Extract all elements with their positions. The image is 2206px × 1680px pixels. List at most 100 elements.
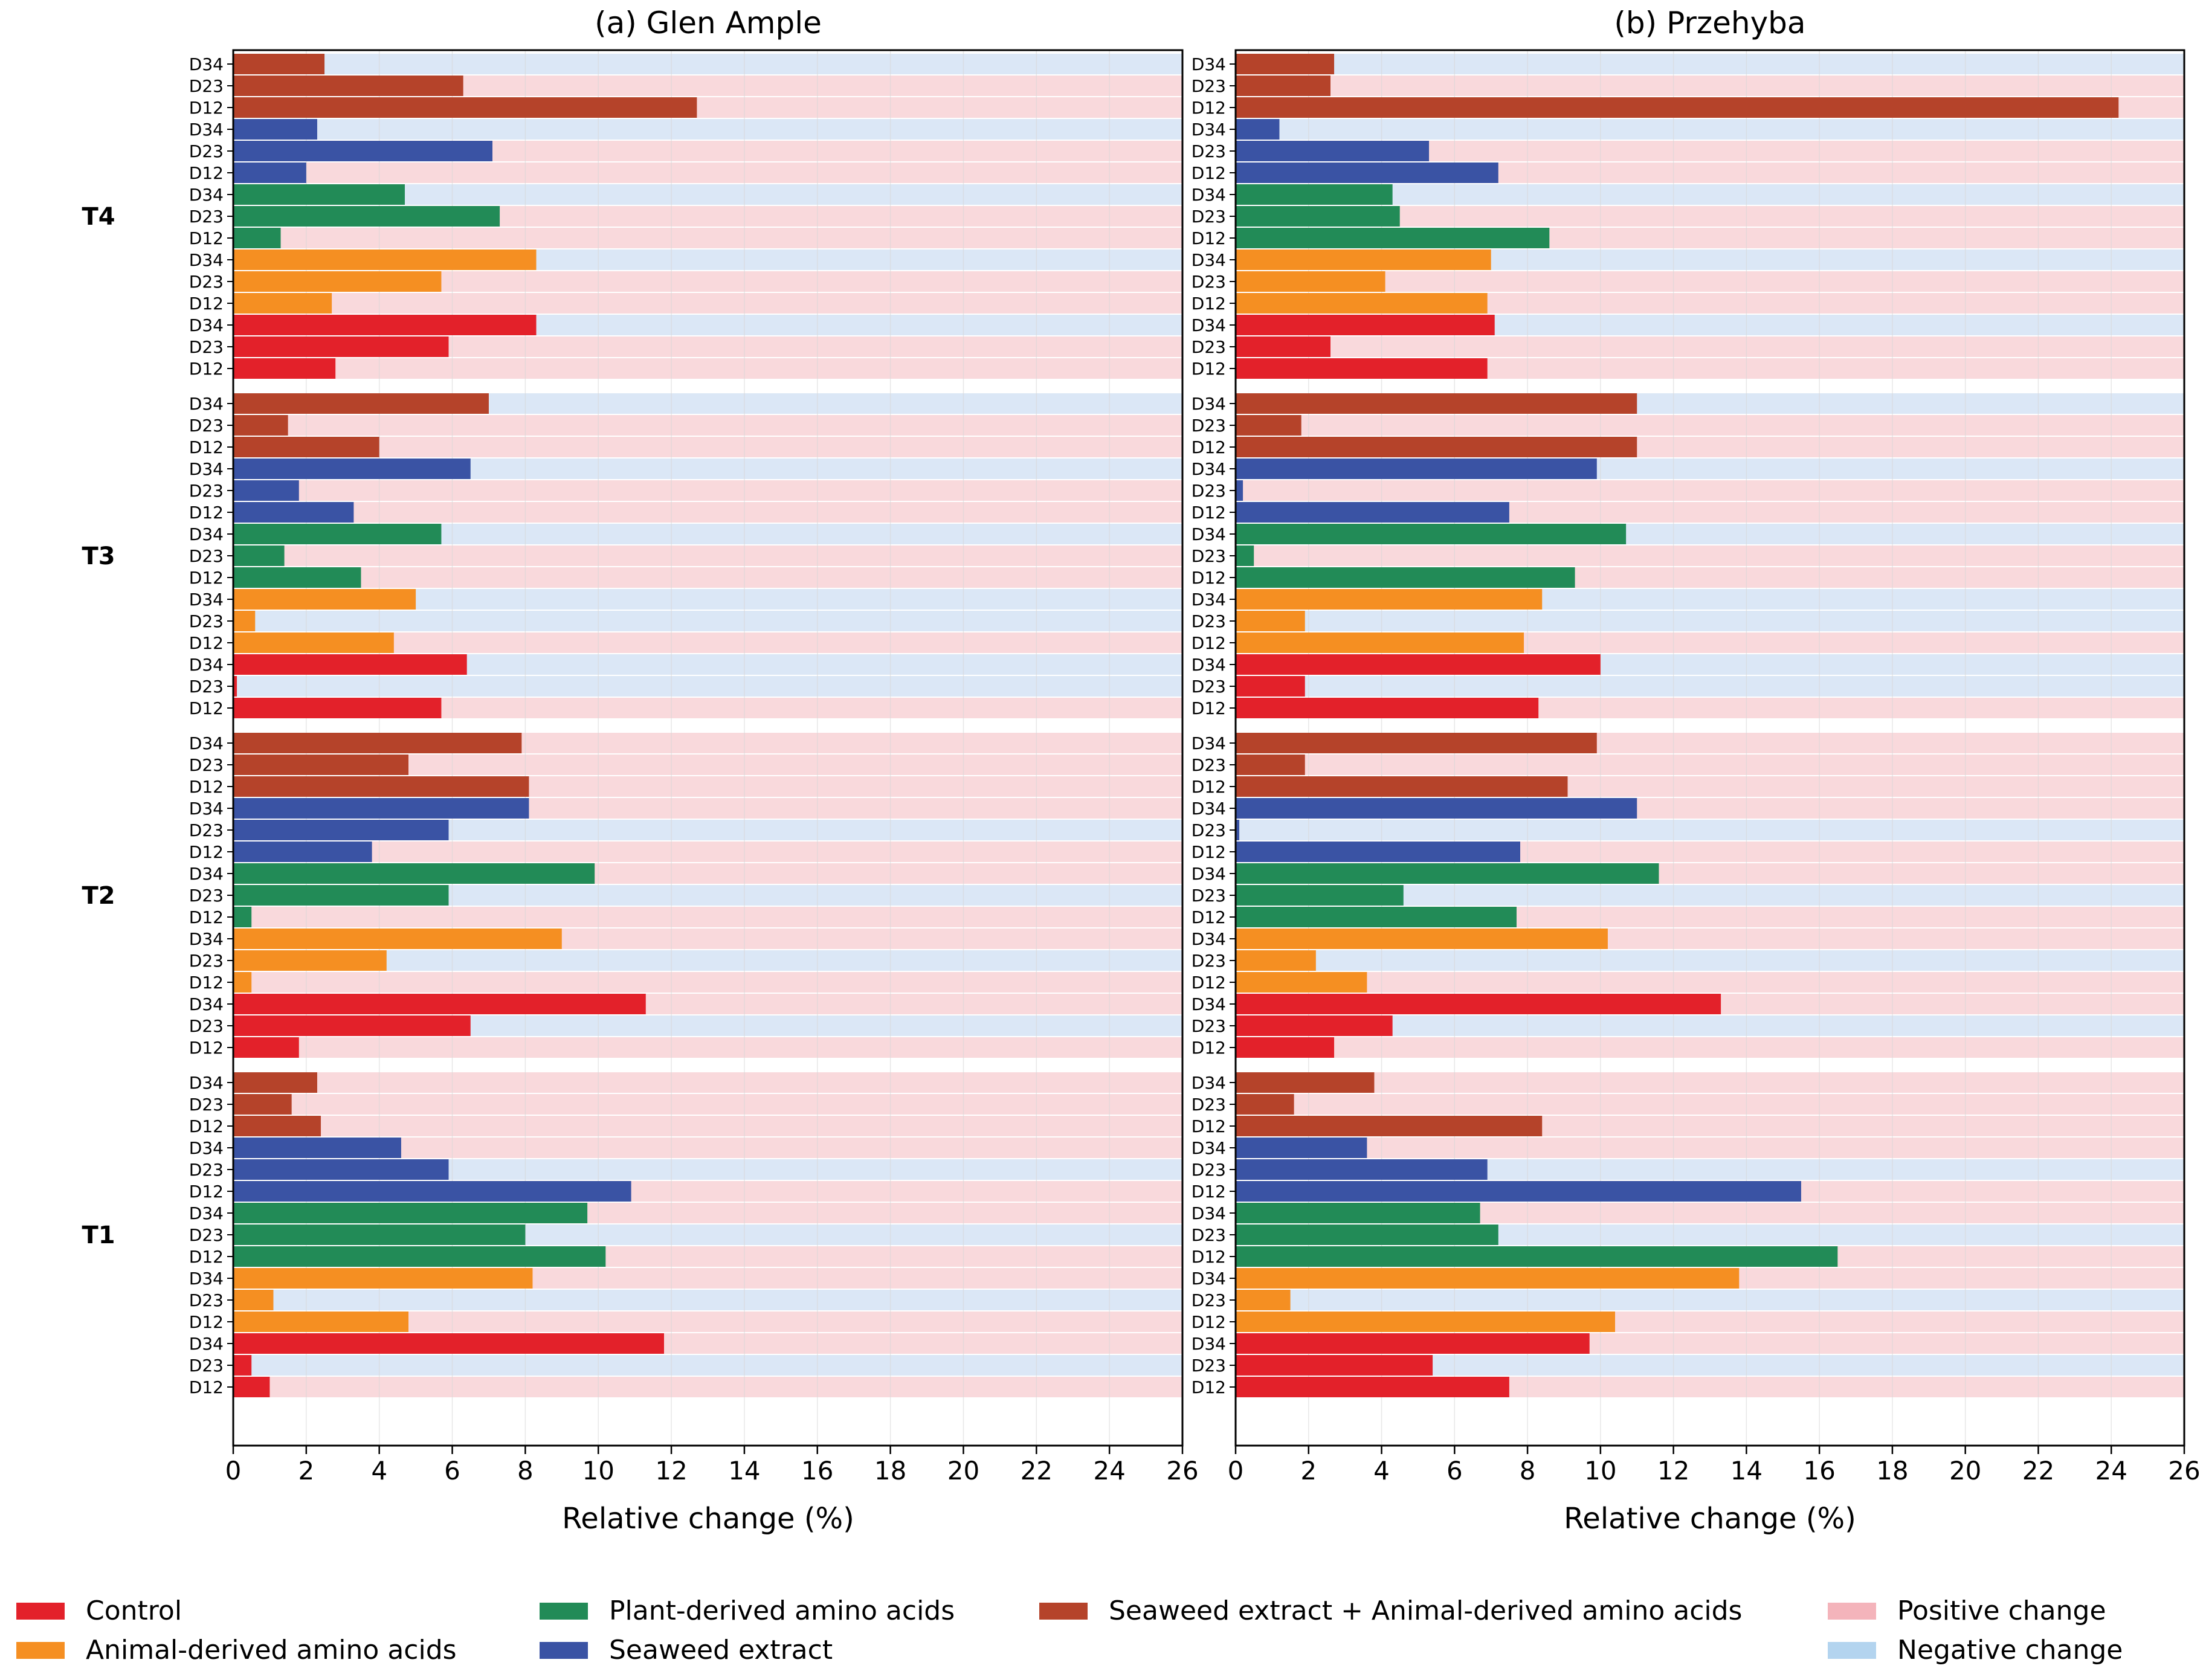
y-tick-label: D34 (1192, 994, 1226, 1014)
y-tick-label: D34 (1192, 54, 1226, 74)
bar (1236, 1246, 1838, 1267)
row-background (233, 358, 1182, 379)
row-background (1236, 755, 2184, 775)
bar (233, 271, 442, 292)
legend-swatch (16, 1642, 65, 1659)
y-tick-label: D12 (189, 437, 224, 457)
bar (1236, 950, 1316, 971)
row-background (233, 228, 1182, 248)
row-background (1236, 1015, 2184, 1036)
y-tick-label: D34 (189, 250, 224, 270)
bar (1236, 459, 1597, 479)
bar (1236, 733, 1597, 753)
bar (1236, 315, 1495, 335)
bar (233, 1072, 317, 1093)
x-tick-label: 14 (728, 1456, 760, 1485)
bar (1236, 676, 1305, 697)
y-tick-label: D23 (1192, 337, 1226, 357)
row-background (1236, 1037, 2184, 1058)
bar (1236, 1311, 1615, 1332)
y-tick-label: D34 (1192, 1334, 1226, 1354)
bar (1236, 546, 1254, 566)
y-tick-label: D34 (1192, 315, 1226, 335)
x-tick-label: 10 (582, 1456, 614, 1485)
y-tick-label: D23 (189, 1016, 224, 1036)
group-label: T3 (82, 542, 115, 570)
bar (233, 1138, 401, 1158)
panel-b-title: (b) Przehyba (1614, 5, 1805, 40)
y-tick-label: D12 (1192, 1116, 1226, 1136)
x-tick-label: 14 (1730, 1456, 1763, 1485)
y-tick-label: D23 (189, 1160, 224, 1180)
y-tick-label: D34 (1192, 459, 1226, 479)
bar (1236, 1138, 1367, 1158)
y-tick-label: D12 (189, 633, 224, 653)
row-background (233, 163, 1182, 183)
x-tick-label: 20 (947, 1456, 979, 1485)
bar (1236, 54, 1335, 74)
bar (233, 97, 697, 118)
y-tick-label: D23 (1192, 755, 1226, 775)
bar (1236, 1268, 1740, 1289)
bar (1236, 654, 1601, 675)
bar (1236, 1072, 1375, 1093)
y-tick-label: D23 (1192, 1095, 1226, 1115)
bar (1236, 929, 1608, 949)
bar (1236, 1355, 1433, 1376)
row-background (1236, 546, 2184, 566)
bar (1236, 502, 1509, 523)
bar (1236, 776, 1568, 797)
bar (1236, 163, 1498, 183)
bar (233, 1225, 526, 1245)
row-background (233, 972, 1182, 993)
y-tick-label: D23 (1192, 207, 1226, 227)
x-tick-label: 4 (371, 1456, 387, 1485)
bar (1236, 228, 1550, 248)
panel-b-x-axis-label: Relative change (%) (1564, 1502, 1856, 1536)
y-tick-label: D23 (189, 677, 224, 697)
bar (1236, 1203, 1480, 1223)
y-tick-label: D12 (189, 98, 224, 118)
y-tick-label: D34 (189, 655, 224, 675)
row-background (233, 480, 1182, 501)
legend-swatch (540, 1642, 588, 1659)
row-background (1236, 972, 2184, 993)
row-background (233, 1094, 1182, 1115)
panel-b: (b) Przehyba Relative change (%) 0 2 4 6 8 10… (1192, 5, 2201, 1536)
x-tick-label: 6 (1446, 1456, 1463, 1485)
bar (233, 1203, 588, 1223)
x-tick-label: 18 (874, 1456, 906, 1485)
x-tick-label: 18 (1876, 1456, 1908, 1485)
bar (233, 1015, 471, 1036)
y-tick-label: D23 (189, 611, 224, 631)
y-tick-label: D34 (1192, 185, 1226, 205)
y-tick-label: D12 (189, 1247, 224, 1267)
bar (1236, 820, 1240, 840)
bar (233, 163, 306, 183)
legend-label: Negative change (1897, 1635, 2123, 1666)
y-tick-label: D34 (189, 733, 224, 753)
y-tick-label: D34 (189, 929, 224, 949)
y-tick-label: D34 (1192, 250, 1226, 270)
y-tick-label: D12 (189, 777, 224, 797)
y-tick-label: D12 (1192, 503, 1226, 523)
y-tick-label: D23 (189, 1356, 224, 1376)
y-tick-label: D12 (189, 163, 224, 183)
row-background (233, 676, 1182, 697)
y-tick-label: D34 (189, 459, 224, 479)
bar (1236, 480, 1243, 501)
bar (233, 524, 442, 544)
y-tick-label: D12 (1192, 777, 1226, 797)
y-tick-label: D34 (1192, 655, 1226, 675)
row-background (233, 1377, 1182, 1397)
y-tick-label: D23 (189, 755, 224, 775)
bar (1236, 994, 1721, 1014)
y-tick-label: D34 (189, 1269, 224, 1289)
y-tick-label: D12 (1192, 633, 1226, 653)
y-tick-label: D34 (189, 590, 224, 610)
y-tick-label: D12 (1192, 1038, 1226, 1058)
x-tick-label: 8 (1520, 1456, 1536, 1485)
bar (233, 1246, 606, 1267)
y-tick-label: D34 (1192, 394, 1226, 414)
y-tick-label: D12 (189, 568, 224, 588)
